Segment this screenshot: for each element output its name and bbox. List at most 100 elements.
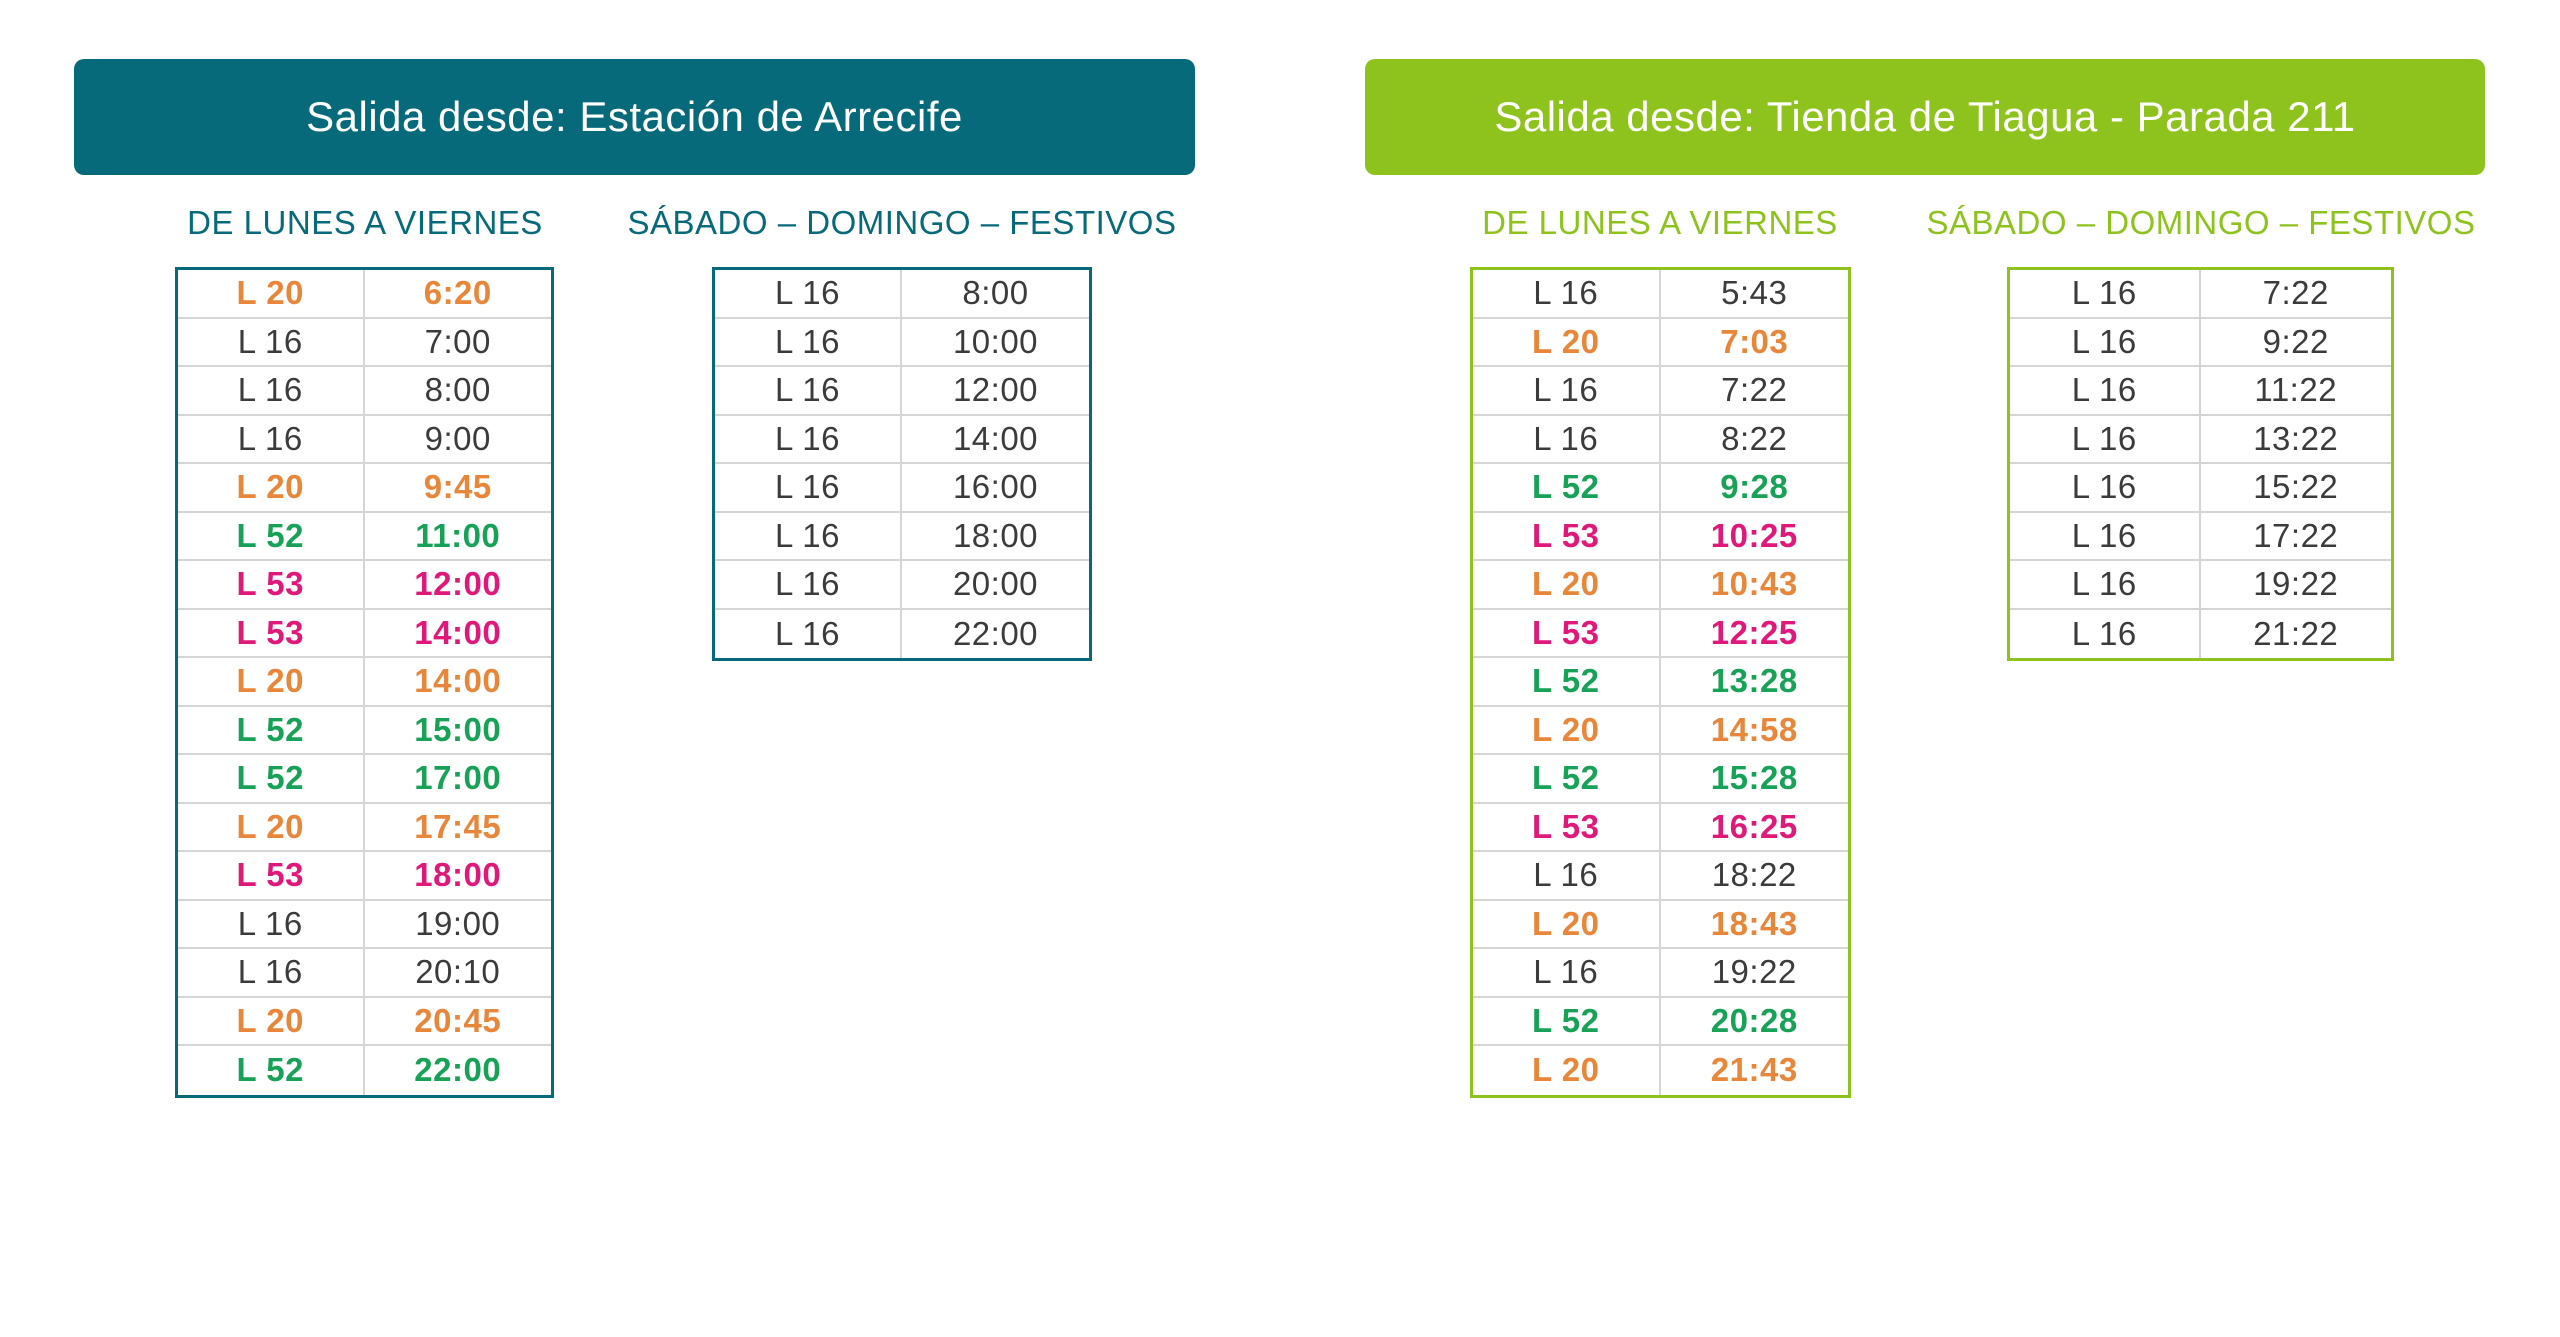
line-number: L 20 [178, 658, 365, 705]
timetable-row: L 20 17:45 [178, 803, 551, 852]
timetable-row: L 16 12:00 [715, 367, 1089, 416]
line-number: L 16 [2010, 415, 2201, 462]
timetable-row: L 20 18:43 [1473, 900, 1848, 949]
timetable-row: L 53 12:25 [1473, 609, 1848, 658]
timetable-row: L 20 9:45 [178, 464, 551, 513]
timetable-row: L 16 8:00 [178, 367, 551, 416]
timetable-row: L 16 18:00 [715, 512, 1089, 561]
line-number: L 20 [178, 270, 365, 317]
timetable-row: L 16 9:00 [178, 415, 551, 464]
departure-time: 19:00 [415, 904, 501, 942]
line-number: L 53 [178, 609, 365, 656]
departure-time: 21:43 [1710, 1051, 1798, 1089]
line-number: L 52 [178, 755, 365, 802]
line-number: L 53 [1473, 803, 1661, 850]
line-number: L 16 [178, 318, 365, 365]
timetable-row: L 16 7:22 [2010, 270, 2391, 319]
departure-time: 14:00 [414, 613, 502, 651]
departure-time: 12:00 [414, 565, 502, 603]
line-number: L 16 [178, 949, 365, 996]
departure-banner-tiagua: Salida desde: Tienda de Tiagua - Parada … [1365, 59, 2485, 175]
departure-time: 11:00 [415, 516, 501, 554]
departure-time: 21:22 [2253, 614, 2339, 652]
timetable-row: L 16 22:00 [715, 609, 1089, 658]
departure-time: 8:00 [962, 274, 1029, 312]
weekday-header-tiagua: DE LUNES A VIERNES [1482, 204, 1838, 241]
line-number: L 20 [178, 464, 365, 511]
timetable-row: L 52 15:28 [1473, 755, 1848, 804]
departure-time: 7:00 [424, 322, 491, 360]
line-number: L 52 [1473, 755, 1661, 802]
line-number: L 16 [2010, 318, 2201, 365]
departure-time: 7:03 [1720, 322, 1789, 360]
departure-time: 10:25 [1710, 516, 1798, 554]
timetable-row: L 20 20:45 [178, 997, 551, 1046]
line-number: L 52 [1473, 658, 1661, 705]
departure-time: 17:00 [414, 759, 502, 797]
line-number: L 20 [1473, 1046, 1661, 1095]
line-number: L 16 [715, 367, 902, 414]
line-number: L 53 [1473, 512, 1661, 559]
timetable-row: L 52 13:28 [1473, 658, 1848, 707]
line-number: L 16 [715, 561, 902, 608]
timetable-row: L 20 10:43 [1473, 561, 1848, 610]
line-number: L 16 [178, 900, 365, 947]
line-number: L 52 [178, 512, 365, 559]
timetable-row: L 16 20:00 [715, 561, 1089, 610]
line-number: L 52 [178, 1046, 365, 1095]
departure-time: 20:00 [952, 565, 1039, 603]
weekend-header-arrecife: SÁBADO – DOMINGO – FESTIVOS [627, 204, 1177, 241]
departure-time: 19:22 [1711, 953, 1797, 991]
departure-time: 18:00 [414, 856, 502, 894]
timetable-row: L 16 14:00 [715, 415, 1089, 464]
timetable-row: L 16 7:00 [178, 318, 551, 367]
departure-time: 17:45 [414, 807, 502, 845]
timetable-row: L 52 11:00 [178, 512, 551, 561]
timetable-row: L 52 20:28 [1473, 997, 1848, 1046]
departure-time: 14:00 [414, 662, 502, 700]
departure-time: 13:22 [2253, 419, 2339, 457]
timetable-row: L 16 18:22 [1473, 852, 1848, 901]
timetable-row: L 16 19:00 [178, 900, 551, 949]
departure-time: 22:00 [414, 1051, 502, 1089]
line-number: L 16 [2010, 464, 2201, 511]
timetable-row: L 16 19:22 [1473, 949, 1848, 998]
line-number: L 52 [178, 706, 365, 753]
timetable-row: L 53 16:25 [1473, 803, 1848, 852]
line-number: L 16 [1473, 852, 1661, 899]
departure-time: 13:28 [1710, 662, 1798, 700]
line-number: L 20 [1473, 706, 1661, 753]
departure-time: 5:43 [1721, 274, 1788, 312]
departure-time: 11:22 [2254, 371, 2338, 409]
timetable-arrecife-weekdays: L 20 6:20 L 16 7:00 L 16 8:00 L 16 9:00 L 20 9:45… [175, 267, 554, 1098]
timetable-tiagua-weekends: L 16 7:22 L 16 9:22 L 16 11:22 L 16 13:22 L 16 15… [2007, 267, 2394, 661]
departure-time: 9:45 [423, 468, 492, 506]
departure-time: 14:58 [1710, 710, 1798, 748]
line-number: L 53 [1473, 609, 1661, 656]
line-number: L 16 [2010, 561, 2201, 608]
departure-time: 20:10 [415, 953, 501, 991]
timetable-row: L 16 20:10 [178, 949, 551, 998]
timetable-row: L 53 18:00 [178, 852, 551, 901]
line-number: L 16 [715, 415, 902, 462]
line-number: L 16 [178, 367, 365, 414]
timetable-row: L 20 21:43 [1473, 1046, 1848, 1095]
departure-time: 12:25 [1710, 613, 1798, 651]
departure-time: 17:22 [2253, 516, 2339, 554]
timetable-row: L 16 16:00 [715, 464, 1089, 513]
departure-time: 9:00 [424, 419, 491, 457]
timetable-row: L 20 14:00 [178, 658, 551, 707]
line-number: L 16 [715, 512, 902, 559]
line-number: L 52 [1473, 464, 1661, 511]
departure-time: 15:00 [414, 710, 502, 748]
timetable-row: L 20 14:58 [1473, 706, 1848, 755]
departure-time: 16:00 [952, 468, 1039, 506]
line-number: L 16 [2010, 270, 2201, 317]
departure-time: 20:45 [414, 1001, 502, 1039]
timetable-row: L 16 13:22 [2010, 415, 2391, 464]
timetable-row: L 52 22:00 [178, 1046, 551, 1095]
line-number: L 16 [1473, 367, 1661, 414]
line-number: L 53 [178, 852, 365, 899]
departure-banner-arrecife: Salida desde: Estación de Arrecife [74, 59, 1195, 175]
